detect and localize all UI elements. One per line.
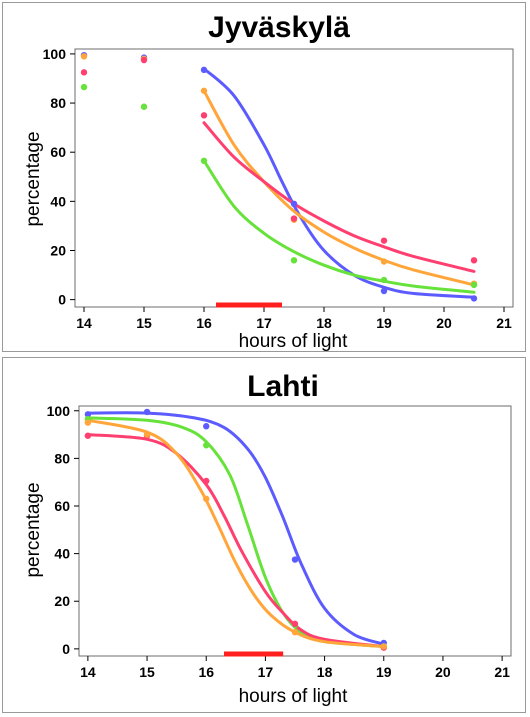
data-point xyxy=(143,408,151,416)
y-tick-label: 100 xyxy=(47,403,71,419)
data-point xyxy=(291,628,299,636)
x-tick-label: 19 xyxy=(376,315,392,331)
data-point xyxy=(380,643,387,650)
y-tick-label: 60 xyxy=(54,498,70,514)
x-axis-label: hours of light xyxy=(239,331,349,351)
data-point xyxy=(203,495,210,503)
chart-title: Lahti xyxy=(247,370,319,403)
x-tick-label: 15 xyxy=(136,315,152,331)
data-point xyxy=(84,432,92,439)
x-tick-label: 19 xyxy=(376,664,392,680)
chart-panel-jyvaskyla: Jyväskylä hours of light percentage 14 15… xyxy=(2,2,526,352)
data-point xyxy=(470,257,478,264)
x-tick-label: 18 xyxy=(317,664,333,680)
data-point xyxy=(84,419,92,426)
y-tick-label: 80 xyxy=(54,450,70,466)
data-point xyxy=(203,423,210,430)
plot-area xyxy=(78,405,512,657)
fit-curve xyxy=(202,121,476,273)
data-point xyxy=(203,442,210,449)
x-tick-label: 20 xyxy=(435,664,451,680)
data-point xyxy=(200,87,208,94)
x-tick-label: 15 xyxy=(139,664,155,680)
chart-title: Jyväskylä xyxy=(208,11,350,44)
x-axis-label: hours of light xyxy=(239,686,349,707)
x-tick-label: 18 xyxy=(316,315,332,331)
data-point xyxy=(290,215,298,222)
data-point xyxy=(203,477,210,485)
chart-lahti: Lahti hours of light percentage 14 15 16 17… xyxy=(23,370,512,707)
fit-curve xyxy=(86,411,386,646)
x-tick-label: 16 xyxy=(198,664,214,680)
x-tick-label: 17 xyxy=(258,664,274,680)
y-tick-label: 20 xyxy=(54,593,70,609)
data-point xyxy=(80,53,88,60)
data-point xyxy=(200,112,208,119)
x-tick-label: 21 xyxy=(494,664,510,680)
chart-panel-lahti: Lahti hours of light percentage 14 15 16 17… xyxy=(2,357,526,713)
fit-curve xyxy=(86,418,386,648)
y-tick-label: 40 xyxy=(54,546,70,562)
data-point xyxy=(80,83,88,91)
y-axis-label: percentage xyxy=(23,482,44,577)
data-point xyxy=(290,200,298,207)
data-point xyxy=(140,56,148,64)
data-point xyxy=(200,157,208,164)
data-point xyxy=(200,66,208,74)
x-tick-label: 14 xyxy=(76,315,92,331)
fit-curve xyxy=(202,89,476,287)
x-tick-label: 20 xyxy=(436,315,452,331)
data-point xyxy=(84,411,92,418)
data-point xyxy=(380,276,388,284)
y-axis-label: percentage xyxy=(23,131,44,226)
data-point xyxy=(143,431,151,438)
fit-curve xyxy=(202,159,476,294)
data-point xyxy=(380,258,388,265)
x-tick-label: 16 xyxy=(196,315,212,331)
x-tick-label: 14 xyxy=(80,664,96,680)
data-point xyxy=(380,237,388,244)
y-tick-label: 0 xyxy=(62,641,70,657)
y-tick-label: 100 xyxy=(43,46,67,62)
data-point xyxy=(470,295,478,302)
fit-curve xyxy=(202,67,476,299)
data-point xyxy=(380,287,388,295)
x-tick-label: 21 xyxy=(496,315,512,331)
chart-jyvaskyla: Jyväskylä hours of light percentage 14 15… xyxy=(23,11,514,351)
y-tick-label: 80 xyxy=(50,95,66,111)
y-tick-label: 60 xyxy=(50,144,66,160)
plot-area xyxy=(74,48,514,308)
x-tick-label: 17 xyxy=(256,315,272,331)
y-tick-label: 40 xyxy=(50,193,66,209)
data-point xyxy=(290,257,298,264)
y-tick-label: 20 xyxy=(50,242,66,258)
y-tick-label: 0 xyxy=(58,292,66,308)
data-point xyxy=(140,103,148,110)
fit-curve xyxy=(86,433,386,648)
data-point xyxy=(470,281,478,289)
data-point xyxy=(291,620,299,628)
data-point xyxy=(291,556,299,563)
data-point xyxy=(80,69,88,76)
